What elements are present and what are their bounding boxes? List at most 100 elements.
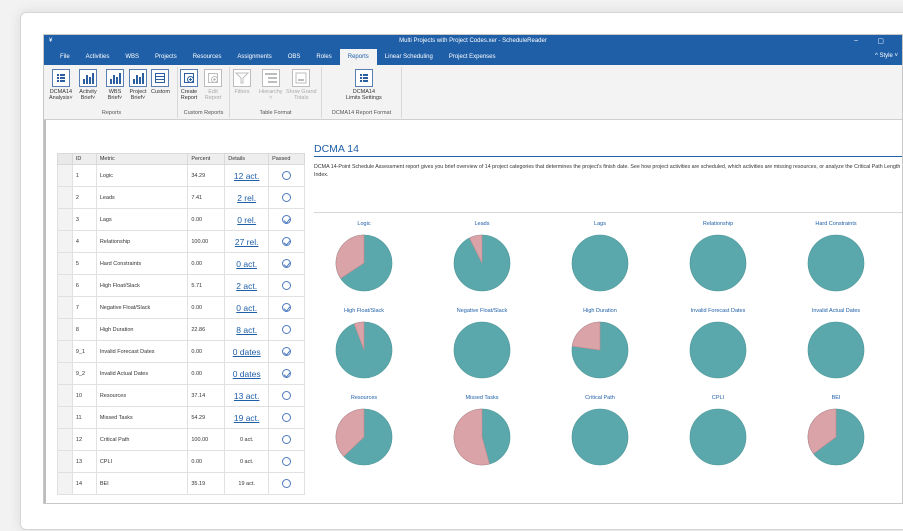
table-row[interactable]: 14 BEI 35.19 19 act. (57, 472, 305, 495)
ribbon-button-create-report[interactable]: Create Report (180, 69, 198, 101)
cell-metric: Lags (95, 208, 189, 231)
ribbon-button-sublabel: Report (204, 95, 222, 101)
ribbon-button-wbs-brief[interactable]: WBS Brief˅ (106, 69, 124, 101)
ribbon-button-custom[interactable]: Custom (151, 69, 170, 95)
header-details[interactable]: Details (224, 153, 270, 165)
cell-id: 3 (71, 208, 97, 231)
details-text: 0 act. (239, 458, 254, 465)
cell-id: 1 (71, 164, 97, 187)
cell-id: 8 (71, 318, 97, 341)
details-link[interactable]: 2 act. (236, 280, 258, 291)
menu-wbs[interactable]: WBS (125, 54, 140, 60)
table-row[interactable]: 3 Lags 0.00 0 rel. (57, 208, 305, 231)
pie-svg (807, 408, 865, 466)
ribbon-button-filters[interactable]: Filters (233, 69, 251, 95)
app-icon: ¥ (49, 38, 53, 44)
cell-details: 0 act. (224, 296, 270, 319)
details-link[interactable]: 27 rel. (234, 236, 259, 247)
pie-svg (453, 234, 511, 292)
header-metric[interactable]: Metric (95, 153, 189, 165)
row-select-cell (57, 164, 73, 187)
plus-icon (204, 69, 222, 87)
menu-project-expenses[interactable]: Project Expenses (448, 54, 496, 60)
maximize-button[interactable]: ▢ (877, 38, 884, 45)
menu-obs[interactable]: OBS (287, 54, 301, 60)
ribbon-button-label: Filters (234, 89, 250, 95)
minimize-button[interactable]: – (854, 37, 858, 44)
not-passed-circle-icon (282, 413, 292, 422)
cell-details: 0 act. (224, 252, 270, 275)
cell-percent: 34.29 (187, 164, 226, 187)
details-link[interactable]: 0 dates (232, 368, 261, 379)
details-link[interactable]: 8 act. (236, 324, 258, 335)
table-row[interactable]: 1 Logic 34.29 12 act. (57, 164, 305, 187)
details-link[interactable]: 0 rel. (237, 214, 257, 225)
ribbon: DCMA14 Analysis˅ Activity Brief˅ WBS Brief˅ Pr… (44, 65, 902, 120)
pie-slice-fail (353, 321, 365, 351)
menu-resources[interactable]: Resources (192, 54, 222, 60)
ribbon-button-edit-report[interactable]: Edit Report (204, 69, 222, 101)
table-row[interactable]: 6 High Float/Slack 5.71 2 act. (57, 274, 305, 297)
style-menu[interactable]: ^ Style ˅ (875, 53, 898, 59)
ribbon-button-activity-brief[interactable]: Activity Brief˅ (79, 69, 97, 101)
ribbon-button-hierarchy[interactable]: Hierarchy ˅ (259, 69, 283, 101)
table-header-row: ID Metric Percent Details Passed (57, 153, 305, 165)
table-row[interactable]: 13 CPLI 0.00 0 act. (57, 450, 305, 473)
pie-slice-pass (453, 321, 511, 379)
details-link[interactable]: 13 act. (233, 390, 260, 401)
pie-slice-fail (335, 408, 365, 457)
title-bar: ¥ Multi Projects with Project Codes.xer … (44, 35, 902, 49)
table-row[interactable]: 5 Hard Constraints 0.00 0 act. (57, 252, 305, 275)
not-passed-circle-icon (282, 171, 292, 180)
ribbon-button-dcma14-limits-settings[interactable]: DCMA14 Limits Settings (346, 69, 382, 101)
cell-passed (268, 472, 305, 495)
details-link[interactable]: 0 act. (236, 258, 258, 269)
cell-percent: 37.14 (187, 384, 226, 407)
table-row[interactable]: 9_2 Invalid Actual Dates 0.00 0 dates (57, 362, 305, 385)
ribbon-group-label: DCMA14 Report Format (331, 110, 392, 116)
cell-passed (268, 428, 305, 451)
menu-projects[interactable]: Projects (155, 54, 177, 60)
ribbon-button-project-brief[interactable]: Project Brief˅ (129, 69, 147, 101)
cell-metric: Hard Constraints (95, 252, 189, 275)
details-link[interactable]: 2 rel. (237, 192, 257, 203)
table-row[interactable]: 4 Relationship 100.00 27 rel. (57, 230, 305, 253)
table-row[interactable]: 2 Leads 7.41 2 rel. (57, 186, 305, 209)
ribbon-button-dcma14-analysis[interactable]: DCMA14 Analysis˅ (49, 69, 73, 101)
menu-activities[interactable]: Activities (85, 54, 110, 60)
details-link[interactable]: 12 act. (233, 170, 260, 181)
table-row[interactable]: 10 Resources 37.14 13 act. (57, 384, 305, 407)
row-select-cell (57, 472, 73, 495)
cell-percent: 22.86 (187, 318, 226, 341)
cell-percent: 0.00 (187, 340, 226, 363)
ribbon-button-label: Edit (208, 89, 218, 95)
pie-label: High Duration (583, 308, 617, 314)
menu-linear-scheduling[interactable]: Linear Scheduling (384, 54, 433, 60)
menu-assignments[interactable]: Assignments (237, 54, 272, 60)
table-row[interactable]: 8 High Duration 22.86 8 act. (57, 318, 305, 341)
ribbon-button-sublabel: Totals (294, 95, 309, 101)
menu-file[interactable]: File (60, 54, 70, 60)
header-percent[interactable]: Percent (187, 153, 226, 165)
ribbon-group-label: Reports (101, 110, 122, 116)
header-passed[interactable]: Passed (268, 153, 305, 165)
row-select-cell (57, 406, 73, 429)
menu-reports[interactable]: Reports (339, 49, 377, 65)
menu-roles[interactable]: Roles (316, 54, 332, 60)
cell-metric: Missed Tasks (95, 406, 189, 429)
header-id[interactable]: ID (71, 153, 97, 165)
details-link[interactable]: 19 act. (233, 412, 260, 423)
table-row[interactable]: 11 Missed Tasks 54.29 19 act. (57, 406, 305, 429)
pie-chart-bei: BEI (786, 395, 886, 472)
table-row[interactable]: 9_1 Invalid Forecast Dates 0.00 0 dates (57, 340, 305, 363)
not-passed-circle-icon (282, 391, 292, 400)
table-row[interactable]: 12 Critical Path 100.00 0 act. (57, 428, 305, 451)
not-passed-circle-icon (282, 457, 292, 466)
details-link[interactable]: 0 dates (232, 346, 261, 357)
table-row[interactable]: 7 Negative Float/Slack 0.00 0 act. (57, 296, 305, 319)
cell-id: 10 (71, 384, 97, 407)
details-link[interactable]: 0 act. (236, 302, 258, 313)
pie-svg (689, 408, 747, 466)
ribbon-button-show-grand-totals[interactable]: Show Grand Totals (286, 69, 317, 101)
pie-chart-critical-path: Critical Path (550, 395, 650, 472)
